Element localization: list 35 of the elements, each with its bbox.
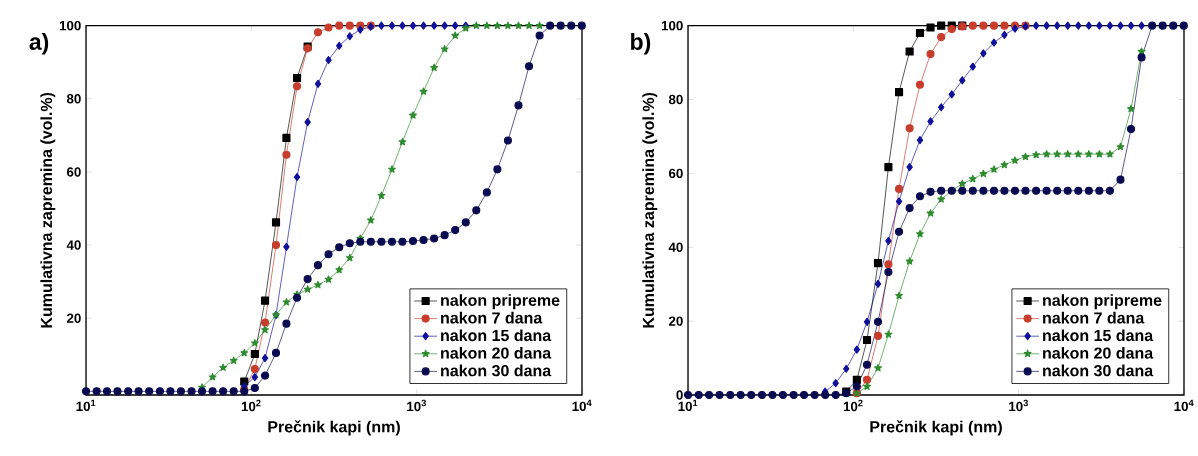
- y-tick-label: 0: [676, 390, 683, 400]
- legend-label: nakon 20 dana: [1043, 347, 1154, 359]
- y-axis-title: Kumulativna zapremina (vol.%): [642, 92, 658, 328]
- y-tick-label: 40: [66, 240, 81, 250]
- x-tick-label: 10$^{3}$: [1009, 399, 1029, 412]
- legend-label: nakon 15 dana: [1043, 329, 1154, 342]
- legend-label: nakon 15 dana: [441, 329, 552, 342]
- x-tick-label: 10$^{3}$: [407, 399, 427, 412]
- x-tick-label: 10$^{4}$: [572, 399, 592, 412]
- x-tick-label: 10$^{2}$: [843, 399, 863, 412]
- x-tick-label: 10$^{2}$: [241, 399, 261, 412]
- x-tick-label: 10$^{4}$: [1174, 399, 1194, 412]
- y-tick-label: 20: [668, 316, 683, 326]
- legend-label: nakon 20 dana: [441, 347, 552, 359]
- legend-label: nakon pripreme: [1043, 294, 1162, 310]
- y-axis-title: Kumulativna zapremina (vol.%): [40, 92, 56, 328]
- legend-label: nakon pripreme: [441, 294, 560, 310]
- y-tick-label: 40: [668, 242, 683, 252]
- chart-title: a): [29, 33, 49, 55]
- y-tick-label: 80: [668, 94, 683, 105]
- legend-label: nakon 30 dana: [441, 364, 552, 377]
- y-tick-label: 60: [66, 167, 81, 177]
- x-tick-label: 10$^{1}$: [76, 399, 96, 412]
- legend-label: nakon 30 dana: [1043, 364, 1154, 377]
- x-tick-label: 10$^{1}$: [678, 399, 698, 412]
- y-tick-label: 100: [59, 20, 81, 31]
- y-tick-label: 20: [66, 313, 81, 323]
- chart-title: b): [631, 33, 651, 55]
- x-axis-title: Prečnik kapi (nm): [870, 420, 1002, 436]
- y-tick-label: 100: [661, 20, 683, 31]
- y-tick-label: 80: [66, 94, 81, 104]
- y-tick-label: 60: [668, 168, 683, 179]
- x-axis-title: Prečnik kapi (nm): [268, 420, 400, 436]
- legend-label: nakon 7 dana: [441, 311, 543, 324]
- legend-label: nakon 7 dana: [1043, 311, 1145, 324]
